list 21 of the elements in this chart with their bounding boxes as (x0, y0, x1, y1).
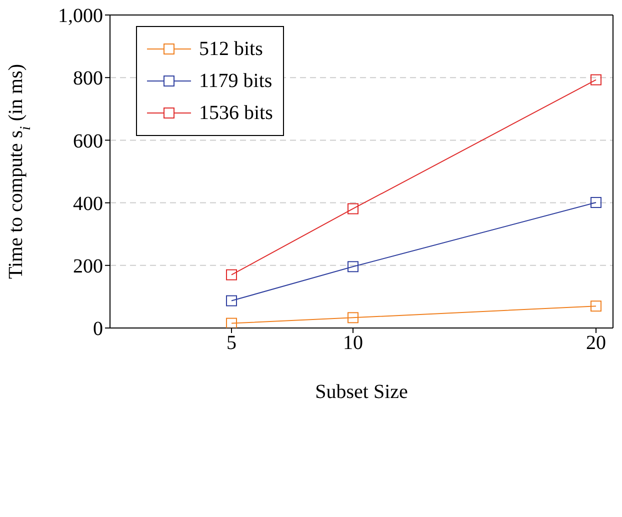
x-tick-label: 10 (342, 332, 363, 354)
point (226, 295, 237, 306)
y-tick-label: 800 (73, 68, 103, 90)
y-tick-label: 0 (93, 318, 103, 340)
legend-label: 1179 bits (199, 70, 272, 92)
point (347, 261, 358, 272)
x-tick-label: 20 (586, 332, 606, 354)
legend-label: 1536 bits (199, 102, 273, 124)
y-tick-label: 200 (73, 256, 103, 278)
y-tick-label: 600 (73, 130, 103, 152)
x-axis-title: Subset Size (315, 381, 408, 403)
legend-label: 512 bits (199, 38, 263, 60)
point (590, 74, 602, 86)
point (347, 312, 358, 324)
point (590, 300, 602, 312)
y-tick-label: 1,000 (58, 5, 103, 28)
point (347, 203, 358, 214)
y-tick-label: 400 (73, 192, 103, 215)
point (590, 196, 602, 208)
x-tick-label: 5 (226, 332, 236, 354)
point (226, 269, 237, 280)
